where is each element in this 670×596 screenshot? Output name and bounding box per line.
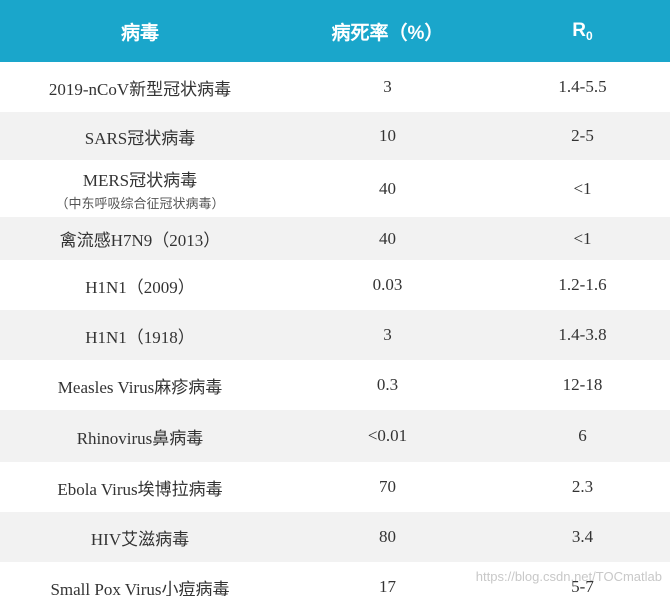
cell-text: 3 [383,325,392,344]
cell-text: 5-7 [571,577,594,596]
header-subscript: 0 [586,29,593,43]
watermark: https://blog.csdn.net/TOCmatlab [475,569,662,584]
table-cell: 2019-nCoV新型冠状病毒 [0,62,280,112]
table-cell: MERS冠状病毒 （中东呼吸综合征冠状病毒） [0,160,280,217]
header-cell: 病死率（%） [331,22,444,44]
cell-text: Rhinovirus鼻病毒 [76,428,204,448]
table-cell: 12-18 [495,360,670,410]
table-cell: <1 [495,160,670,217]
table-row: Small Pox Virus小痘病毒 17 5-7 [0,562,670,596]
cell-text: 12-18 [562,375,603,394]
table-cell: 0.03 [280,260,495,310]
table-cell: 1.2-1.6 [495,260,670,310]
cell-text: 17 [379,577,396,596]
cell-text: <1 [573,228,592,248]
table-cell: Rhinovirus鼻病毒 [0,410,280,462]
cell-text: 1.2-1.6 [558,275,607,294]
table-cell: 5-7 [495,562,670,596]
table-cell: 1.4-5.5 [495,62,670,112]
table-cell: H1N1（1918） [0,310,280,360]
table-row: Ebola Virus埃博拉病毒 70 2.3 [0,462,670,512]
cell-text: 0.3 [376,375,399,394]
cell-text: 1.4-3.8 [558,325,607,344]
cell-text: 40 [379,228,396,248]
table-row: Rhinovirus鼻病毒 <0.01 6 [0,410,670,462]
cell-text: <0.01 [367,426,408,445]
table-cell: 1.4-3.8 [495,310,670,360]
cell-text: 80 [379,527,396,546]
cell-text: Small Pox Virus小痘病毒 [50,579,230,596]
cell-text: MERS冠状病毒 [82,170,198,190]
cell-text: 40 [379,178,396,198]
header-text: R [572,20,587,41]
cell-text: 3.4 [571,527,594,546]
cell-text: SARS冠状病毒 [84,128,196,148]
table-cell: 17 [280,562,495,596]
table-cell: <0.01 [280,410,495,462]
table-cell: 3 [280,310,495,360]
table-cell: 80 [280,512,495,562]
table-row: H1N1（1918） 3 1.4-3.8 [0,310,670,360]
table-cell: 40 [280,160,495,217]
table-cell: 10 [280,112,495,160]
cell-text: 2-5 [571,126,594,145]
cell-text: 0.03 [372,275,403,294]
table-row: Measles Virus麻疹病毒 0.3 12-18 [0,360,670,410]
table-row: HIV艾滋病毒 80 3.4 [0,512,670,562]
cell-text: 10 [379,126,396,145]
table-cell: 6 [495,410,670,462]
table-row: 2019-nCoV新型冠状病毒 3 1.4-5.5 [0,62,670,112]
cell-text: <1 [573,178,592,198]
table-cell: Ebola Virus埃博拉病毒 [0,462,280,512]
cell-note: （中东呼吸综合征冠状病毒） [55,195,225,211]
table-row: MERS冠状病毒 （中东呼吸综合征冠状病毒） 40 <1 [0,160,670,217]
table-cell: 3.4 [495,512,670,562]
table-cell: Small Pox Virus小痘病毒 [0,562,280,596]
table-cell: 3 [280,62,495,112]
cell-text: H1N1（2009） [85,277,195,297]
table-cell: 2-5 [495,112,670,160]
table-cell: 禽流感H7N9（2013） [0,217,280,260]
cell-text: Measles Virus麻疹病毒 [57,377,223,397]
table-cell: <1 [495,217,670,260]
table-cell: 70 [280,462,495,512]
table-cell: H1N1（2009） [0,260,280,310]
cell-text: 2.3 [571,477,594,496]
cell-text: H1N1（1918） [85,327,195,347]
table-cell: 40 [280,217,495,260]
cell-text: HIV艾滋病毒 [90,529,190,549]
cell-text: 禽流感H7N9（2013） [59,231,221,250]
table-row: SARS冠状病毒 10 2-5 [0,112,670,160]
table-cell: Measles Virus麻疹病毒 [0,360,280,410]
header-cell: 病毒 [120,22,159,44]
table-cell: HIV艾滋病毒 [0,512,280,562]
cell-text: 6 [578,426,587,445]
table-row: 禽流感H7N9（2013） 40 <1 [0,217,670,260]
table-cell: 2.3 [495,462,670,512]
cell-text: 70 [379,477,396,496]
table-cell: 0.3 [280,360,495,410]
cell-text: 2019-nCoV新型冠状病毒 [48,79,232,99]
cell-text: Ebola Virus埃博拉病毒 [57,479,223,499]
table-cell: SARS冠状病毒 [0,112,280,160]
cell-text: 3 [383,77,392,96]
cell-text: 1.4-5.5 [558,77,607,96]
table-row: H1N1（2009） 0.03 1.2-1.6 [0,260,670,310]
